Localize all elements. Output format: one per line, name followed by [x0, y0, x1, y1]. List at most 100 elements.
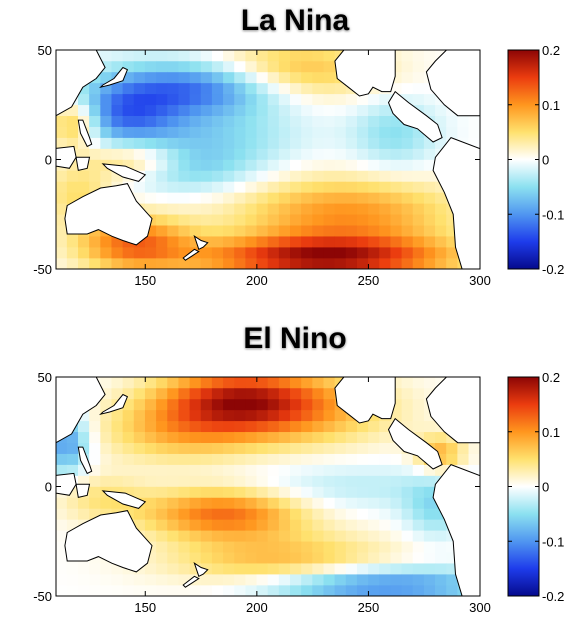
- heatmap-cell: [423, 573, 436, 586]
- coastline: [193, 235, 209, 250]
- heatmap-cell: [412, 486, 425, 498]
- heatmap-cell: [78, 420, 90, 433]
- heatmap-cell: [345, 126, 358, 138]
- heatmap-cell: [100, 453, 113, 465]
- heatmap-cell: [211, 409, 224, 422]
- heatmap-cell: [412, 50, 425, 62]
- heatmap-cell: [100, 497, 113, 509]
- heatmap-cell: [356, 170, 369, 182]
- heatmap-cell: [379, 115, 392, 127]
- heatmap-cell: [211, 170, 224, 182]
- heatmap-cell: [412, 398, 425, 411]
- heatmap-cell: [144, 497, 157, 509]
- x-tick-label: 150: [134, 273, 156, 288]
- heatmap-cell: [312, 377, 325, 389]
- heatmap-cell: [189, 562, 202, 575]
- heatmap-cell: [323, 540, 336, 553]
- heatmap-cell: [412, 420, 425, 433]
- heatmap-cell: [256, 431, 269, 443]
- heatmap-cell: [200, 137, 213, 149]
- heatmap-cell: [334, 584, 347, 596]
- heatmap-cell: [278, 137, 291, 149]
- heatmap-cell: [178, 387, 191, 400]
- heatmap-cell: [423, 584, 436, 596]
- heatmap-cell: [133, 508, 146, 520]
- heatmap-cell: [156, 257, 168, 269]
- heatmap-cell: [223, 508, 235, 520]
- heatmap-cell: [211, 530, 224, 542]
- heatmap-cell: [189, 224, 202, 237]
- heatmap-cell: [122, 246, 135, 259]
- heatmap-cell: [312, 486, 325, 498]
- heatmap-cell: [290, 453, 302, 465]
- heatmap-cell: [111, 573, 124, 586]
- heatmap-cell: [100, 148, 113, 160]
- heatmap-cell: [156, 551, 168, 564]
- heatmap-cell: [301, 137, 313, 149]
- heatmap-cell: [278, 224, 291, 237]
- heatmap-cell: [111, 464, 124, 476]
- heatmap-cell: [468, 464, 480, 476]
- heatmap-cell: [312, 235, 325, 248]
- heatmap-cell: [345, 464, 358, 476]
- heatmap-cell: [89, 82, 101, 95]
- heatmap-cell: [256, 148, 269, 160]
- heatmap-cell: [178, 148, 191, 160]
- heatmap-cell: [100, 475, 113, 487]
- heatmap-cell: [111, 409, 124, 422]
- heatmap-cell: [267, 192, 280, 204]
- heatmap-cell: [312, 519, 325, 531]
- heatmap-cell: [323, 573, 336, 586]
- heatmap-cell: [66, 497, 79, 509]
- heatmap-cell: [211, 398, 224, 411]
- heatmap-cell: [200, 50, 213, 62]
- heatmap-cell: [323, 257, 336, 269]
- heatmap-cell: [234, 60, 246, 73]
- heatmap-cell: [89, 159, 101, 171]
- heatmap-cell: [144, 192, 157, 204]
- heatmap-cell: [256, 551, 269, 564]
- heatmap-cell: [234, 246, 246, 259]
- heatmap-cell: [334, 82, 347, 95]
- heatmap-cell: [167, 148, 180, 160]
- heatmap-cell: [133, 519, 146, 531]
- heatmap-cell: [189, 82, 202, 95]
- heatmap-cell: [368, 475, 380, 487]
- heatmap-cell: [368, 192, 380, 204]
- heatmap-cell: [312, 497, 325, 509]
- coastline: [64, 510, 153, 573]
- heatmap-cell: [167, 71, 180, 84]
- heatmap-cell: [167, 573, 180, 586]
- heatmap-cell: [323, 181, 336, 193]
- heatmap-cell: [390, 235, 403, 248]
- heatmap-cell: [334, 224, 347, 237]
- heatmap-cell: [323, 551, 336, 564]
- heatmap-cell: [345, 497, 358, 509]
- heatmap-cell: [301, 170, 313, 182]
- heatmap-cell: [56, 170, 68, 182]
- heatmap-cell: [211, 181, 224, 193]
- heatmap-cell: [245, 398, 258, 411]
- heatmap-cell: [167, 159, 180, 171]
- heatmap-cell: [178, 181, 191, 193]
- heatmap-cell: [401, 420, 414, 433]
- heatmap-cell: [368, 530, 380, 542]
- heatmap-cell: [278, 159, 291, 171]
- heatmap-cell: [156, 442, 168, 454]
- heatmap-cell: [290, 584, 302, 596]
- heatmap-cell: [412, 387, 425, 400]
- coastline: [75, 483, 91, 499]
- heatmap-cell: [301, 181, 313, 193]
- x-tick-label: 300: [469, 273, 491, 288]
- heatmap-cell: [245, 159, 258, 171]
- heatmap-cell: [267, 475, 280, 487]
- heatmap-cell: [301, 562, 313, 575]
- coastline: [432, 137, 480, 269]
- heatmap-cell: [390, 115, 403, 127]
- heatmap-cell: [278, 104, 291, 116]
- heatmap-cell: [267, 137, 280, 149]
- heatmap-cell: [122, 398, 135, 411]
- heatmap-cell: [234, 257, 246, 269]
- heatmap-cell: [256, 213, 269, 226]
- heatmap-cell: [312, 398, 325, 411]
